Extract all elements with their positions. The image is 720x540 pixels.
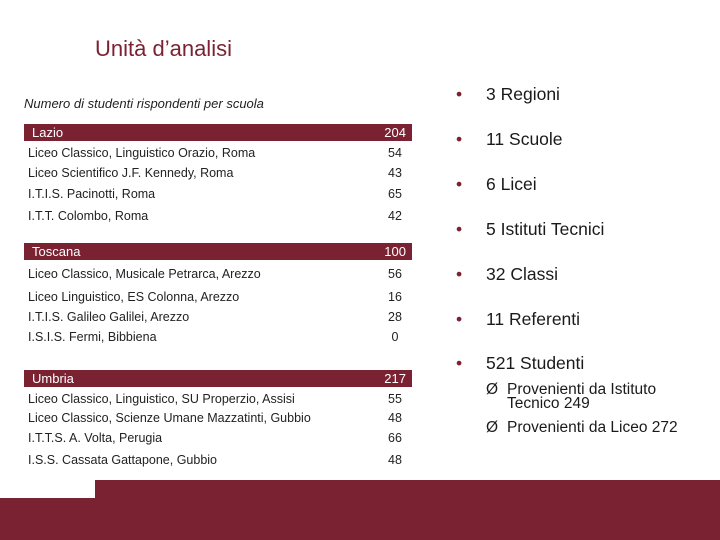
table-row: I.T.I.S. Pacinotti, Roma 65 bbox=[28, 187, 408, 203]
region-name: Lazio bbox=[32, 125, 64, 140]
arrow-marker-icon: Ø bbox=[486, 419, 499, 436]
region-total: 100 bbox=[384, 244, 406, 259]
table-row: Liceo Classico, Musicale Petrarca, Arezz… bbox=[28, 267, 408, 283]
bullet-text: 5 Istituti Tecnici bbox=[486, 219, 605, 239]
school-name: I.T.I.S. Pacinotti, Roma bbox=[28, 187, 156, 201]
school-count: 55 bbox=[388, 392, 402, 406]
bullet-marker: • bbox=[456, 84, 463, 104]
table-row: I.T.I.S. Galileo Galilei, Arezzo 28 bbox=[28, 310, 408, 326]
sub-bullet-text: Provenienti da Liceo 272 bbox=[507, 419, 678, 436]
table-row: I.T.T.S. A. Volta, Perugia 66 bbox=[28, 431, 408, 447]
region-header-toscana: Toscana 100 bbox=[24, 243, 412, 260]
school-count: 65 bbox=[388, 187, 402, 201]
school-name: I.S.I.S. Fermi, Bibbiena bbox=[28, 330, 157, 344]
school-name: Liceo Classico, Musicale Petrarca, Arezz… bbox=[28, 267, 261, 281]
bullet-text: 6 Licei bbox=[486, 174, 537, 194]
region-name: Umbria bbox=[32, 371, 74, 386]
bullet-text: 11 Scuole bbox=[486, 129, 563, 149]
school-count: 28 bbox=[388, 310, 402, 324]
school-count: 66 bbox=[388, 431, 402, 445]
page-title: Unità d’analisi bbox=[95, 36, 232, 61]
school-name: Liceo Classico, Linguistico Orazio, Roma bbox=[28, 146, 256, 160]
sub-bullet-text-line1: Provenienti da Istituto bbox=[507, 381, 657, 398]
bullet-text: 521 Studenti bbox=[486, 353, 585, 373]
region-total: 217 bbox=[384, 371, 406, 386]
bullet-marker: • bbox=[456, 309, 463, 329]
bullet-marker: • bbox=[456, 174, 463, 194]
bullet-marker: • bbox=[456, 219, 463, 239]
school-count: 48 bbox=[388, 453, 402, 467]
table-row: Liceo Scientifico J.F. Kennedy, Roma 43 bbox=[28, 166, 408, 182]
school-count: 42 bbox=[388, 209, 402, 223]
bullet-text: 3 Regioni bbox=[486, 84, 560, 104]
school-name: I.S.S. Cassata Gattapone, Gubbio bbox=[28, 453, 218, 467]
school-name: Liceo Scientifico J.F. Kennedy, Roma bbox=[28, 166, 234, 180]
table-row: Liceo Linguistico, ES Colonna, Arezzo 16 bbox=[28, 290, 408, 306]
table-row: Liceo Classico, Linguistico, SU Properzi… bbox=[28, 392, 408, 408]
school-name: Liceo Linguistico, ES Colonna, Arezzo bbox=[28, 290, 240, 304]
region-header-umbria: Umbria 217 bbox=[24, 370, 412, 387]
school-name: I.T.I.S. Galileo Galilei, Arezzo bbox=[28, 310, 190, 324]
school-name: Liceo Classico, Scienze Umane Mazzatinti… bbox=[28, 411, 311, 425]
table-row: I.S.I.S. Fermi, Bibbiena 0 bbox=[28, 330, 408, 346]
footer-bar bbox=[0, 480, 720, 540]
school-count: 56 bbox=[388, 267, 402, 281]
footer-notch bbox=[0, 480, 95, 498]
sub-bullet-text-line2: Tecnico 249 bbox=[507, 395, 590, 412]
bullet-marker: • bbox=[456, 353, 463, 373]
school-name: I.T.T.S. A. Volta, Perugia bbox=[28, 431, 163, 445]
table-row: I.T.T. Colombo, Roma 42 bbox=[28, 209, 408, 225]
region-total: 204 bbox=[384, 125, 406, 140]
school-count: 48 bbox=[388, 411, 402, 425]
table-row: I.S.S. Cassata Gattapone, Gubbio 48 bbox=[28, 453, 408, 469]
school-count: 0 bbox=[391, 330, 399, 344]
school-name: Liceo Classico, Linguistico, SU Properzi… bbox=[28, 392, 295, 406]
school-count: 54 bbox=[388, 146, 402, 160]
bullet-text: 11 Referenti bbox=[486, 309, 581, 329]
table-row: Liceo Classico, Scienze Umane Mazzatinti… bbox=[28, 411, 408, 427]
bullet-text: 32 Classi bbox=[486, 264, 558, 284]
table-subtitle: Numero di studenti rispondenti per scuol… bbox=[24, 96, 264, 111]
school-count: 16 bbox=[388, 290, 402, 304]
arrow-marker-icon: Ø bbox=[486, 381, 499, 398]
region-name: Toscana bbox=[32, 244, 81, 259]
bullet-marker: • bbox=[456, 129, 463, 149]
school-name: I.T.T. Colombo, Roma bbox=[28, 209, 149, 223]
region-header-lazio: Lazio 204 bbox=[24, 124, 412, 141]
school-count: 43 bbox=[388, 166, 402, 180]
bullet-marker: • bbox=[456, 264, 463, 284]
table-row: Liceo Classico, Linguistico Orazio, Roma… bbox=[28, 146, 408, 162]
